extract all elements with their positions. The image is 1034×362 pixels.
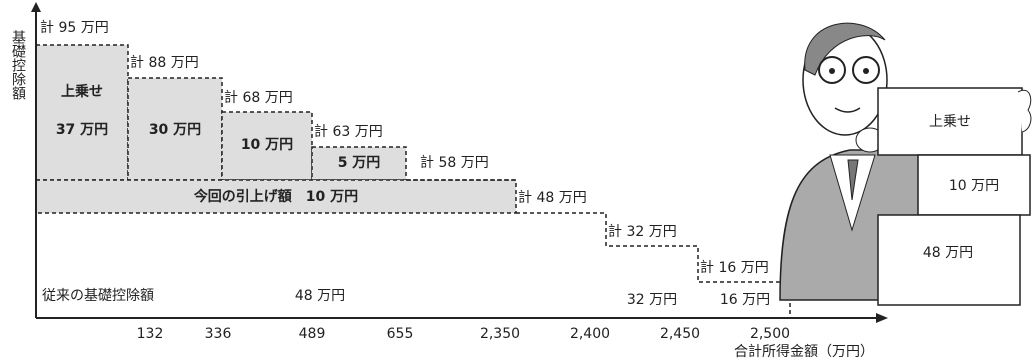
x-ticks: 132 336 489 655 2,350 2,400 2,450 2,500 [137, 326, 790, 342]
totals: 計 95 万円計 88 万円計 68 万円計 63 万円計 58 万円計 48 … [40, 20, 769, 276]
y-arrow [31, 2, 41, 12]
band [35, 179, 517, 214]
block [221, 111, 313, 181]
card [877, 87, 1023, 156]
total-label: 計 48 万円 [518, 190, 587, 206]
total-label: 計 16 万円 [700, 260, 769, 276]
total-label: 計 63 万円 [314, 124, 383, 140]
x-tick-label: 655 [387, 326, 414, 342]
x-tick-label: 2,500 [750, 326, 790, 342]
block [127, 77, 223, 181]
block-label: 5 万円 [338, 155, 381, 171]
block [35, 44, 129, 181]
x-label: 合計所得金額（万円） [734, 343, 874, 360]
total-label: 計 68 万円 [224, 90, 293, 106]
card-label: 10 万円 [949, 178, 999, 194]
total-label: 計 88 万円 [130, 55, 199, 71]
base-label: 32 万円 [627, 292, 677, 308]
y-label: 基礎控除額 [10, 29, 26, 100]
block [311, 146, 407, 181]
block-label: 37 万円 [56, 122, 108, 138]
x-tick-label: 2,350 [480, 326, 520, 342]
base-label: 48 万円 [295, 288, 345, 304]
card [877, 214, 1021, 306]
block-label: 30 万円 [149, 122, 201, 138]
total-label: 計 32 万円 [608, 224, 677, 240]
block-label: 10 万円 [241, 137, 293, 153]
band-label: 今回の引上げ額 10 万円 [193, 188, 358, 205]
card-label: 上乗せ [929, 114, 971, 130]
x-tick-label: 132 [137, 326, 164, 342]
total-label: 計 58 万円 [420, 155, 489, 171]
base-label: 16 万円 [720, 292, 770, 308]
base-title: 従来の基礎控除額 [42, 287, 154, 304]
x-tick-label: 489 [299, 326, 326, 342]
x-tick-label: 2,400 [570, 326, 610, 342]
total-label: 計 95 万円 [40, 20, 109, 36]
card-label: 48 万円 [923, 245, 973, 261]
x-arrow [876, 313, 888, 323]
x-tick-label: 336 [205, 326, 232, 342]
block-title: 上乗せ [61, 83, 103, 100]
x-tick-label: 2,450 [660, 326, 700, 342]
card [917, 154, 1031, 216]
